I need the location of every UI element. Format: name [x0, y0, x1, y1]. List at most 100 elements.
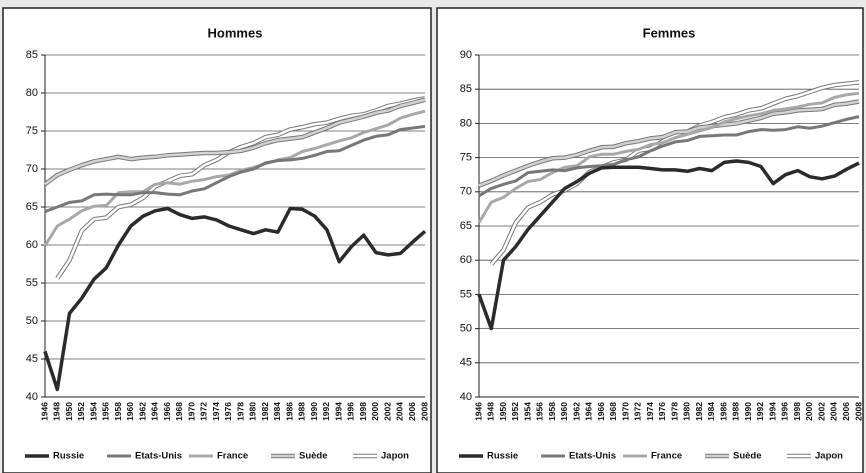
y-tick-label: 70 — [460, 186, 472, 198]
x-tick-label: 1976 — [657, 402, 667, 421]
x-tick-label: 1958 — [547, 402, 557, 421]
series-line — [44, 98, 426, 186]
legend-label: France — [651, 451, 682, 462]
x-tick-label: 1990 — [309, 402, 319, 421]
legend-label: Etats-Unis — [135, 451, 182, 462]
x-tick-label: 1960 — [125, 402, 135, 421]
x-tick-label: 1970 — [186, 402, 196, 421]
x-tick-label: 1986 — [718, 402, 728, 421]
y-tick-label: 80 — [26, 87, 38, 99]
series-line — [478, 115, 860, 198]
y-tick-label: 75 — [26, 125, 38, 137]
y-tick-label: 65 — [26, 201, 38, 213]
x-tick-label: 1992 — [755, 402, 765, 421]
x-tick-label: 1986 — [284, 402, 294, 421]
x-tick-label: 2000 — [804, 402, 814, 421]
y-tick-label: 70 — [26, 163, 38, 175]
series-line — [43, 206, 427, 392]
y-tick-label: 85 — [26, 49, 38, 61]
y-tick-label: 40 — [460, 391, 472, 403]
x-tick-label: 1984 — [706, 402, 716, 421]
x-tick-label: 1996 — [346, 402, 356, 421]
x-tick-label: 2008 — [853, 402, 863, 421]
legend-label: Japon — [815, 451, 843, 462]
x-tick-label: 1976 — [223, 402, 233, 421]
y-tick-label: 40 — [26, 391, 38, 403]
y-tick-label: 45 — [460, 357, 472, 369]
x-tick-label: 1994 — [767, 402, 777, 421]
x-tick-label: 1974 — [211, 402, 221, 421]
x-tick-label: 1972 — [199, 402, 209, 421]
x-tick-label: 2002 — [382, 402, 392, 421]
x-tick-label: 1988 — [297, 402, 307, 421]
x-tick-label: 1962 — [137, 402, 147, 421]
series-line — [477, 159, 860, 331]
x-tick-label: 1958 — [113, 402, 123, 421]
y-tick-label: 55 — [460, 288, 472, 300]
x-tick-label: 1964 — [150, 402, 160, 421]
x-tick-label: 1954 — [88, 402, 98, 421]
x-tick-label: 1982 — [694, 402, 704, 421]
series-line — [477, 91, 860, 224]
x-tick-label: 1946 — [39, 402, 49, 421]
x-tick-label: 1956 — [101, 402, 111, 421]
x-tick-label: 1960 — [559, 402, 569, 421]
chart-title: Femmes — [643, 25, 696, 40]
y-tick-label: 75 — [460, 152, 472, 164]
x-tick-label: 1978 — [235, 402, 245, 421]
x-tick-label: 1950 — [498, 402, 508, 421]
x-tick-label: 1982 — [260, 402, 270, 421]
x-tick-label: 2006 — [841, 402, 851, 421]
x-tick-label: 1948 — [52, 402, 62, 421]
x-tick-label: 1994 — [333, 402, 343, 421]
legend-label: Japon — [381, 451, 409, 462]
x-tick-label: 2002 — [816, 402, 826, 421]
legend-label: Suède — [299, 451, 328, 462]
legend-label: Russie — [53, 451, 84, 462]
y-tick-label: 60 — [26, 239, 38, 251]
y-tick-label: 90 — [460, 49, 472, 61]
y-tick-label: 60 — [460, 254, 472, 266]
y-tick-label: 65 — [460, 220, 472, 232]
x-tick-label: 2004 — [829, 402, 839, 421]
x-tick-label: 1966 — [596, 402, 606, 421]
x-tick-label: 1996 — [780, 402, 790, 421]
x-tick-label: 1970 — [620, 402, 630, 421]
series-line — [478, 100, 860, 187]
x-tick-label: 1950 — [64, 402, 74, 421]
x-tick-label: 1946 — [473, 402, 483, 421]
x-tick-label: 1978 — [669, 402, 679, 421]
x-tick-label: 1966 — [162, 402, 172, 421]
x-tick-label: 1998 — [792, 402, 802, 421]
x-tick-label: 2000 — [370, 402, 380, 421]
x-tick-label: 2008 — [419, 402, 429, 421]
x-tick-label: 1954 — [522, 402, 532, 421]
chart-title: Hommes — [208, 25, 263, 40]
x-tick-label: 1974 — [645, 402, 655, 421]
x-tick-label: 1980 — [682, 402, 692, 421]
x-tick-label: 1972 — [633, 402, 643, 421]
y-tick-label: 80 — [460, 117, 472, 129]
legend-label: France — [217, 451, 248, 462]
x-tick-label: 1980 — [248, 402, 258, 421]
x-tick-label: 1968 — [608, 402, 618, 421]
x-tick-label: 2004 — [395, 402, 405, 421]
x-tick-label: 1984 — [272, 402, 282, 421]
legend-label: Etats-Unis — [569, 451, 616, 462]
x-tick-label: 1992 — [321, 402, 331, 421]
x-tick-label: 1962 — [571, 402, 581, 421]
legend-label: Suède — [733, 451, 762, 462]
x-tick-label: 1968 — [174, 402, 184, 421]
x-tick-label: 1964 — [584, 402, 594, 421]
y-tick-label: 50 — [26, 315, 38, 327]
x-tick-label: 1952 — [76, 402, 86, 421]
legend-label: Russie — [487, 451, 518, 462]
x-tick-label: 1990 — [743, 402, 753, 421]
x-tick-label: 1956 — [535, 402, 545, 421]
series-line — [44, 124, 426, 214]
y-tick-label: 50 — [460, 323, 472, 335]
x-tick-label: 1948 — [486, 402, 496, 421]
x-tick-label: 1952 — [510, 402, 520, 421]
y-tick-label: 45 — [26, 353, 38, 365]
